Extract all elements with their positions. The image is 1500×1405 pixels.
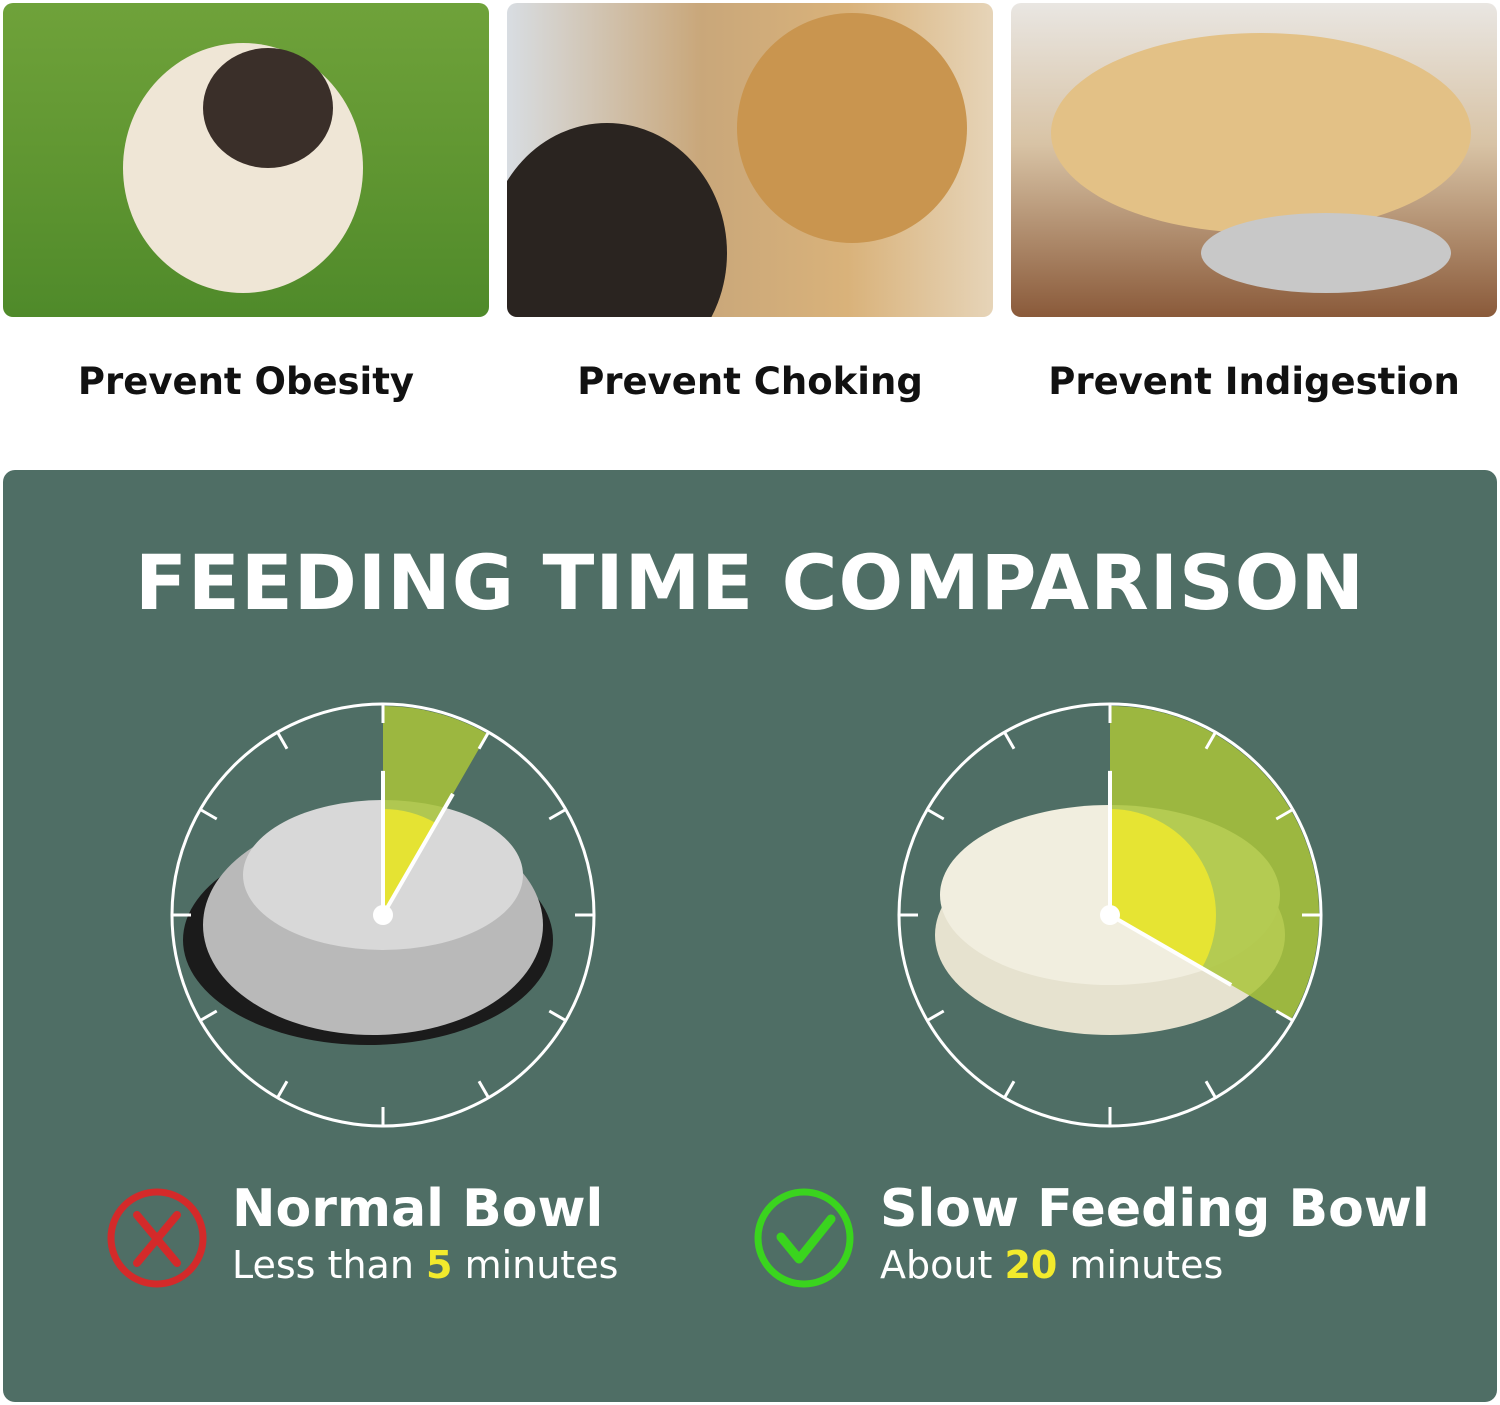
clock-tick: [275, 1080, 289, 1100]
time-value: 5: [426, 1243, 453, 1287]
slow-bowl-clock: [897, 702, 1323, 1128]
clock-center: [1100, 905, 1120, 925]
clock-tick: [477, 1080, 491, 1100]
clock-tick: [477, 730, 491, 750]
caption-prevent-choking: Prevent Choking: [577, 360, 923, 403]
clock-hand-end: [381, 792, 455, 916]
time-value: 20: [1004, 1243, 1058, 1287]
clock-tick: [1275, 807, 1295, 821]
caption-prevent-obesity: Prevent Obesity: [77, 360, 415, 403]
clock-tick: [1275, 1009, 1295, 1023]
clock-tick: [198, 807, 218, 821]
normal-bowl-clock: [170, 702, 596, 1128]
clock-center: [373, 905, 393, 925]
clock-tick: [1002, 1080, 1016, 1100]
clock-hand-end: [1109, 913, 1233, 987]
labrador-photo: [1011, 3, 1497, 317]
pug-photo: [3, 3, 489, 317]
time-prefix: Less than: [232, 1243, 414, 1287]
check-circle-icon: [754, 1188, 854, 1288]
clock-tick: [1204, 1080, 1218, 1100]
slow-bowl-name: Slow Feeding Bowl: [880, 1179, 1430, 1239]
normal-bowl-name: Normal Bowl: [232, 1179, 604, 1239]
golden-retriever-photo: [507, 3, 993, 317]
clock-tick: [1204, 730, 1218, 750]
clock-tick: [548, 1009, 568, 1023]
x-circle-icon: [107, 1188, 207, 1288]
comparison-title: FEEDING TIME COMPARISON: [135, 538, 1365, 627]
clock-tick: [925, 1009, 945, 1023]
time-suffix: minutes: [464, 1243, 619, 1287]
time-suffix: minutes: [1069, 1243, 1224, 1287]
time-prefix: About: [880, 1243, 993, 1287]
slow-bowl-time: About 20 minutes: [880, 1240, 1430, 1290]
clock-tick: [275, 730, 289, 750]
clock-tick: [1002, 730, 1016, 750]
clock-tick: [548, 807, 568, 821]
normal-bowl-time: Less than 5 minutes: [232, 1240, 618, 1290]
clock-tick: [925, 807, 945, 821]
normal-bowl-label: Normal Bowl Less than 5 minutes: [232, 1178, 618, 1290]
caption-prevent-indigestion: Prevent Indigestion: [1048, 360, 1460, 403]
slow-bowl-label: Slow Feeding Bowl About 20 minutes: [880, 1178, 1430, 1290]
clock-tick: [198, 1009, 218, 1023]
